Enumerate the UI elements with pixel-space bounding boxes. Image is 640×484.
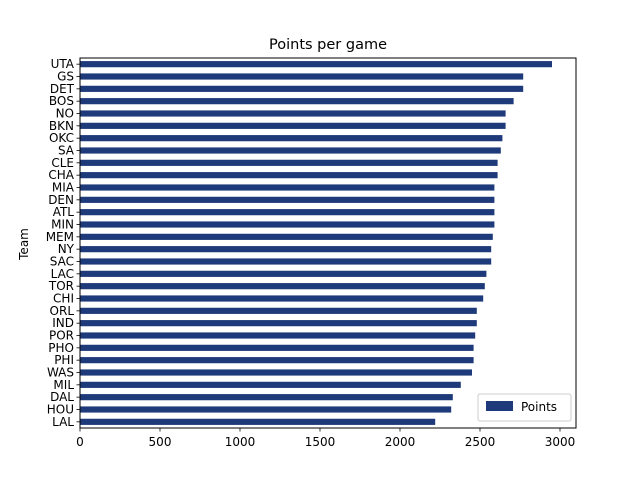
bar-tor: [80, 283, 485, 290]
legend-box: [477, 393, 572, 422]
bar-hou: [80, 406, 452, 413]
bar-uta: [80, 61, 552, 68]
x-tick-label: 2000: [385, 435, 416, 449]
y-tick-label: IND: [52, 316, 74, 330]
y-tick-label: BKN: [49, 119, 74, 133]
y-tick-group: UTAGSDETBOSNOBKNOKCSACLECHAMIADENATLMINM…: [46, 57, 80, 429]
y-tick-label: DET: [50, 82, 75, 96]
plot-frame: [79, 57, 577, 429]
bars-group: [80, 61, 552, 425]
bar-gs: [80, 73, 524, 80]
bar-min: [80, 221, 495, 228]
y-axis-label: Team: [17, 228, 31, 261]
x-tick-group: 0 500 1000 1500 2000 2500 3000: [76, 428, 575, 449]
bar-ind: [80, 320, 477, 327]
x-tick-label: 500: [149, 435, 172, 449]
y-tick-label: DAL: [50, 390, 74, 404]
y-tick-label: CLE: [51, 156, 74, 170]
bar-mia: [80, 184, 495, 191]
bar-was: [80, 369, 472, 376]
bar-cha: [80, 172, 498, 179]
bar-lac: [80, 270, 487, 277]
y-tick-label: ATL: [53, 205, 75, 219]
y-tick-label: TOR: [48, 279, 74, 293]
legend: Points: [477, 393, 572, 422]
bar-okc: [80, 135, 503, 142]
y-tick-label: MIA: [52, 181, 75, 195]
y-tick-label: NO: [56, 107, 74, 121]
x-tick-label: 1000: [225, 435, 256, 449]
y-tick-label: DEN: [48, 193, 74, 207]
y-tick-label: NY: [58, 242, 75, 256]
y-tick-label: OKC: [49, 131, 74, 145]
x-tick-label: 3000: [545, 435, 576, 449]
bar-bos: [80, 98, 514, 105]
bar-pho: [80, 344, 474, 351]
y-tick-label: MIL: [53, 378, 74, 392]
bar-orl: [80, 307, 477, 314]
bar-phi: [80, 357, 474, 364]
y-tick-label: LAC: [51, 267, 74, 281]
y-tick-label: MEM: [46, 230, 74, 244]
bar-det: [80, 85, 524, 92]
y-tick-label: MIN: [51, 218, 74, 232]
x-tick-label: 0: [76, 435, 84, 449]
bar-sa: [80, 147, 501, 154]
bar-chi: [80, 295, 484, 302]
bar-sac: [80, 258, 492, 265]
bar-ny: [80, 246, 492, 253]
bar-cle: [80, 159, 498, 166]
bar-bkn: [80, 122, 506, 129]
y-tick-label: ORL: [50, 304, 75, 318]
bar-den: [80, 196, 495, 203]
bar-por: [80, 332, 476, 339]
y-tick-label: HOU: [47, 403, 74, 417]
y-tick-label: CHA: [48, 168, 74, 182]
x-tick-label: 1500: [305, 435, 336, 449]
bar-lal: [80, 418, 436, 425]
legend-label: Points: [521, 400, 557, 414]
y-tick-label: BOS: [49, 94, 74, 108]
x-tick-label: 2500: [465, 435, 496, 449]
y-tick-label: LAL: [52, 415, 74, 429]
y-tick-label: WAS: [47, 366, 74, 380]
bar-atl: [80, 209, 495, 216]
bar-mil: [80, 381, 461, 388]
bar-no: [80, 110, 506, 117]
legend-swatch: [486, 401, 513, 411]
y-tick-label: GS: [57, 70, 74, 84]
y-tick-label: SAC: [50, 255, 74, 269]
y-tick-label: POR: [49, 329, 74, 343]
chart-title: Points per game: [269, 37, 387, 53]
y-tick-label: CHI: [53, 292, 74, 306]
y-tick-label: SA: [58, 144, 75, 158]
y-tick-label: PHO: [48, 341, 74, 355]
y-tick-label: PHI: [54, 353, 74, 367]
bar-mem: [80, 233, 493, 240]
y-tick-label: UTA: [51, 57, 75, 71]
bar-dal: [80, 394, 453, 401]
